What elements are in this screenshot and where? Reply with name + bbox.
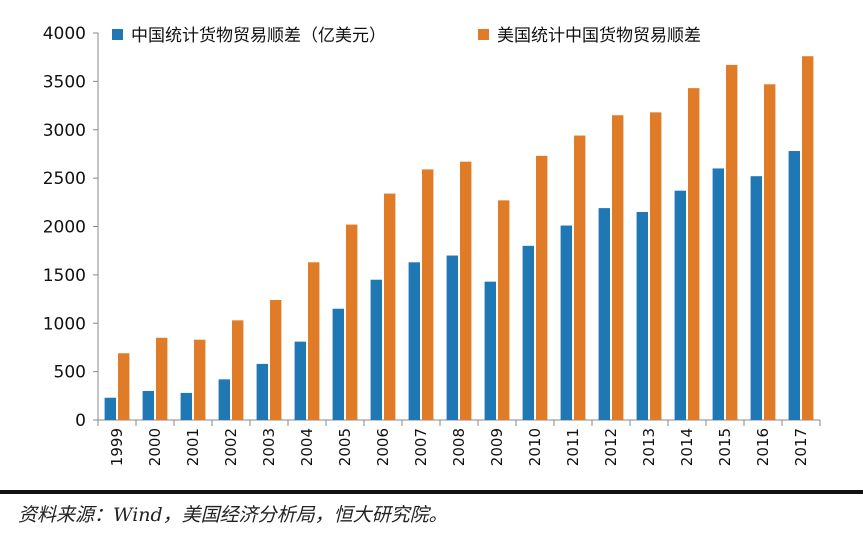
- bar-us: [726, 64, 738, 421]
- y-tick-label: 3500: [43, 72, 86, 92]
- bar-us: [118, 353, 130, 420]
- bar-china: [712, 168, 724, 420]
- x-tick-label: 2016: [754, 428, 772, 466]
- y-axis: 0 500 1000 1500 2000 2500 3000 3500 4000: [43, 24, 99, 431]
- legend: 中国统计货物贸易顺差（亿美元） 美国统计中国货物贸易顺差: [112, 26, 701, 46]
- bar-china: [598, 208, 610, 420]
- bar-china: [788, 151, 800, 420]
- y-tick-label: 2000: [43, 218, 86, 238]
- legend-swatch-us: [478, 29, 489, 40]
- bar-china: [104, 397, 116, 420]
- x-tick-label: 2001: [184, 428, 202, 466]
- bar-us: [384, 193, 396, 420]
- x-tick-label: 2005: [336, 428, 354, 466]
- x-tick-label: 2012: [602, 428, 620, 466]
- bar-china: [750, 176, 762, 420]
- y-tick-label: 4000: [43, 24, 86, 44]
- x-tick-label: 2013: [640, 428, 658, 466]
- bar-us: [498, 200, 510, 420]
- y-tick-label: 500: [54, 363, 86, 383]
- bar-chart: 0 500 1000 1500 2000 2500 3000 3500 4000 1999 200…: [43, 24, 821, 466]
- bar-china: [180, 392, 192, 420]
- y-tick-label: 2500: [43, 169, 86, 189]
- bar-us: [308, 262, 320, 420]
- bars: [104, 56, 814, 421]
- bar-china: [522, 245, 534, 420]
- bar-china: [674, 190, 686, 420]
- x-tick-label: 2014: [678, 428, 696, 466]
- bar-us: [346, 224, 358, 420]
- x-tick-label: 2002: [222, 428, 240, 466]
- bar-us: [536, 155, 548, 420]
- y-tick-label: 3000: [43, 121, 86, 141]
- bar-us: [422, 169, 434, 420]
- x-tick-label: 2007: [412, 428, 430, 466]
- bar-us: [764, 84, 776, 420]
- bar-us: [270, 300, 282, 420]
- bar-china: [446, 255, 458, 420]
- bar-us: [232, 320, 244, 420]
- bar-us: [612, 115, 624, 421]
- x-tick-label: 2011: [564, 428, 582, 466]
- bar-us: [460, 161, 472, 421]
- bar-us: [802, 56, 814, 420]
- bar-china: [408, 262, 420, 420]
- bar-china: [294, 341, 306, 420]
- bar-china: [332, 308, 344, 420]
- legend-label-china: 中国统计货物贸易顺差（亿美元）: [131, 26, 386, 46]
- y-tick-label: 1000: [43, 314, 86, 334]
- x-tick-label: 2004: [298, 428, 316, 466]
- source-divider: [0, 490, 863, 494]
- bar-china: [560, 225, 572, 420]
- bar-us: [688, 88, 700, 421]
- legend-swatch-china: [112, 29, 123, 40]
- bar-us: [194, 339, 206, 420]
- x-tick-label: 2006: [374, 428, 392, 466]
- bar-us: [650, 112, 662, 421]
- legend-label-us: 美国统计中国货物贸易顺差: [497, 26, 701, 46]
- x-tick-label: 2003: [260, 428, 278, 466]
- x-tick-label: 2017: [792, 428, 810, 466]
- y-tick-label: 1500: [43, 266, 86, 286]
- bar-china: [636, 211, 648, 420]
- x-tick-label: 2009: [488, 428, 506, 466]
- x-tick-label: 2008: [450, 428, 468, 466]
- x-axis: 1999 2000 2001 2002 2003 2004 2005 2006 2007 2008…: [97, 419, 821, 466]
- bar-china: [142, 390, 154, 420]
- source-note: 资料来源：Wind，美国经济分析局，恒大研究院。: [18, 504, 448, 526]
- x-tick-label: 2010: [526, 428, 544, 466]
- y-tick-label: 0: [75, 411, 86, 431]
- bar-china: [218, 379, 230, 420]
- x-tick-label: 2000: [146, 428, 164, 466]
- x-tick-label: 1999: [108, 428, 126, 466]
- bar-us: [574, 135, 586, 420]
- bar-china: [370, 279, 382, 420]
- x-tick-label: 2015: [716, 428, 734, 466]
- bar-us: [156, 337, 168, 420]
- bar-china: [484, 281, 496, 420]
- bar-china: [256, 363, 268, 420]
